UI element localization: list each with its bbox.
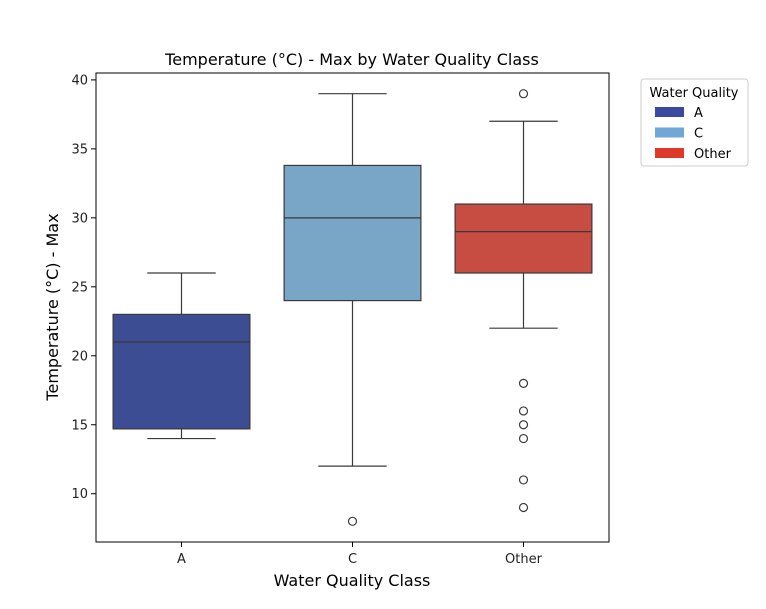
x-tick-label: A (177, 552, 186, 567)
outlier-point (518, 378, 529, 388)
y-tick-label: 20 (71, 349, 88, 364)
x-axis: A C Other (177, 542, 543, 567)
y-tick-label: 35 (71, 142, 88, 157)
outlier-point (518, 475, 529, 485)
x-tick-label: C (348, 552, 357, 567)
legend-title: Water Quality (649, 86, 738, 101)
y-tick-label: 30 (71, 211, 88, 226)
y-tick-label: 15 (71, 418, 88, 433)
legend-swatch-a (655, 107, 684, 117)
y-tick-label: 10 (71, 487, 88, 502)
outlier-point (347, 516, 358, 526)
box-group-other (454, 89, 593, 513)
box-series (112, 89, 593, 526)
legend-label-a: A (694, 106, 703, 121)
legend-frame (640, 78, 749, 167)
box-iqr (454, 203, 593, 274)
box-group-a (112, 272, 251, 440)
box-group-c (283, 93, 422, 526)
legend: Water Quality AC Other (640, 78, 749, 167)
outlier-point (518, 89, 529, 99)
legend-label-c: C (694, 127, 703, 142)
y-axis-label: Temperature (°C) - Max (43, 213, 62, 401)
chart-title: Temperature (°C) - Max by Water Quality … (164, 50, 539, 69)
legend-swatch-other (655, 148, 684, 158)
legend-label-other: Other (694, 147, 732, 162)
y-tick-label: 25 (71, 280, 88, 295)
box-iqr (112, 313, 251, 430)
x-axis-label: Water Quality Class (274, 571, 431, 590)
outlier-point (518, 433, 529, 444)
outlier-point (518, 502, 529, 513)
y-tick-label: 40 (71, 73, 88, 88)
outlier-point (518, 420, 529, 430)
y-axis: 10 15 20 25 30 35 40 (71, 73, 96, 502)
x-tick-label: Other (505, 552, 543, 567)
box-iqr (283, 164, 422, 302)
outlier-point (518, 406, 529, 416)
legend-swatch-c (655, 127, 684, 138)
